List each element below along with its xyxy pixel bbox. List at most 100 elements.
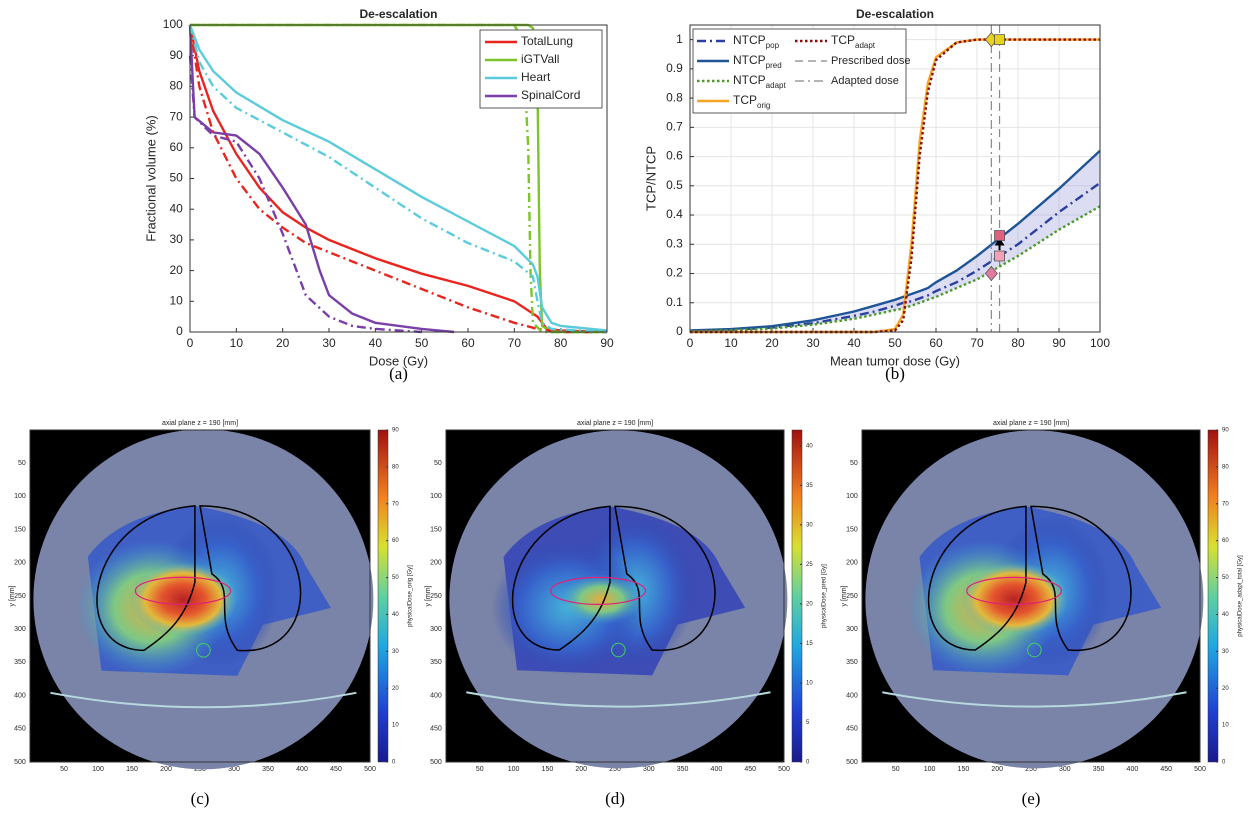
y-tick-label: 100 xyxy=(14,493,26,500)
x-tick-label: 300 xyxy=(643,766,655,773)
y-tick-label: 250 xyxy=(14,593,26,600)
lung-contour xyxy=(511,505,611,651)
y-tick-label: 0.7 xyxy=(666,120,683,134)
colorbar-tick-label: 50 xyxy=(392,575,399,581)
x-tick-label: 70 xyxy=(970,336,984,350)
x-tick-label: 70 xyxy=(508,336,522,350)
colorbar-tick-label: 20 xyxy=(1222,686,1229,692)
y-tick-label: 100 xyxy=(846,493,858,500)
plot-frame xyxy=(29,429,371,763)
x-tick-label: 30 xyxy=(806,336,820,350)
y-tick-label: 100 xyxy=(163,17,183,31)
y-tick-label: 300 xyxy=(14,626,26,633)
marker xyxy=(994,34,1005,46)
y-tick-label: 400 xyxy=(846,692,858,699)
x-tick-label: 300 xyxy=(1059,766,1071,773)
plot-frame xyxy=(445,429,785,763)
target-contour xyxy=(550,576,647,605)
x-axis-label: Dose (Gy) xyxy=(369,353,428,368)
x-tick-label: 250 xyxy=(194,766,206,773)
y-tick-label: 0 xyxy=(176,324,183,338)
legend-label: iGTVall xyxy=(521,52,559,66)
x-tick-label: 350 xyxy=(262,766,274,773)
colorbar-tick-label: 40 xyxy=(392,612,399,618)
ct-image xyxy=(446,430,788,769)
legend-label: NTCP xyxy=(733,53,766,67)
y-tick-label: 40 xyxy=(169,201,183,215)
y-tick-label: 500 xyxy=(430,759,442,766)
legend-label-sub: adapt xyxy=(766,81,787,90)
colorbar-tick-label: 40 xyxy=(1222,612,1229,618)
colorbar-tick-label: 25 xyxy=(806,562,813,568)
y-tick-label: 500 xyxy=(846,759,858,766)
x-tick-label: 80 xyxy=(554,336,568,350)
y-tick-label: 0.6 xyxy=(666,149,683,163)
y-axis-label: y [mm] xyxy=(9,585,16,606)
y-tick-label: 450 xyxy=(430,726,442,733)
y-tick-label: 50 xyxy=(18,460,26,467)
y-tick-label: 30 xyxy=(169,232,183,246)
y-tick-label: 250 xyxy=(430,593,442,600)
colorbar-tick-label: 40 xyxy=(806,443,813,449)
colorbar-tick-label: 0 xyxy=(806,760,810,766)
chart-title: De-escalation xyxy=(359,7,437,21)
y-tick-label: 450 xyxy=(14,726,26,733)
legend-label: Heart xyxy=(521,70,551,84)
series-line xyxy=(188,24,607,334)
legend-label: Adapted dose xyxy=(831,75,899,87)
x-tick-label: 40 xyxy=(369,336,383,350)
caption: (e) xyxy=(1022,789,1041,808)
target-contour xyxy=(134,576,232,606)
x-tick-label: 400 xyxy=(1127,766,1139,773)
colorbar-tick-label: 50 xyxy=(1222,575,1229,581)
y-tick-label: 250 xyxy=(846,593,858,600)
series-line xyxy=(689,181,1101,333)
colorbar-tick-label: 80 xyxy=(1222,464,1229,470)
colorbar-tick-label: 10 xyxy=(806,681,813,687)
y-tick-label: 0.3 xyxy=(666,236,683,250)
x-tick-label: 300 xyxy=(228,766,240,773)
y-tick-label: 1 xyxy=(676,32,683,46)
legend-label-sub: adapt xyxy=(855,41,876,50)
plot-frame xyxy=(689,24,1101,333)
y-tick-label: 0.4 xyxy=(666,207,683,221)
x-tick-label: 90 xyxy=(600,336,614,350)
legend-label: NTCP xyxy=(733,33,766,47)
y-axis-label: TCP/NTCP xyxy=(643,146,658,211)
series-line xyxy=(188,24,608,332)
x-tick-label: 0 xyxy=(187,336,194,350)
colorbar-tick-label: 5 xyxy=(806,720,810,726)
colorbar xyxy=(377,429,389,763)
colorbar-tick-label: 30 xyxy=(392,649,399,655)
x-tick-label: 60 xyxy=(929,336,943,350)
x-tick-label: 50 xyxy=(415,336,429,350)
couch xyxy=(466,691,771,708)
y-tick-label: 0.9 xyxy=(666,61,683,75)
plot-frame xyxy=(861,429,1201,763)
y-axis-label: Fractional volume (%) xyxy=(143,115,158,241)
legend-label: TCP xyxy=(733,93,757,107)
y-tick-label: 0.2 xyxy=(666,266,683,280)
caption: (d) xyxy=(605,789,625,808)
cord-contour xyxy=(1027,642,1042,658)
marker xyxy=(994,230,1005,241)
x-tick-label: 40 xyxy=(847,336,861,350)
caption: (c) xyxy=(191,789,210,808)
ct-image xyxy=(30,429,374,770)
ct-image xyxy=(862,430,1204,769)
y-tick-label: 350 xyxy=(14,659,26,666)
y-tick-label: 50 xyxy=(169,171,183,185)
y-axis-label: y [mm] xyxy=(841,585,848,606)
colorbar-label: physicalDose_orig [Gy] xyxy=(408,565,414,627)
y-tick-label: 150 xyxy=(14,526,26,533)
series-line xyxy=(188,24,455,334)
colorbar-tick-label: 10 xyxy=(1222,723,1229,729)
colorbar-tick-label: 80 xyxy=(392,464,399,470)
x-tick-label: 50 xyxy=(888,336,902,350)
y-tick-label: 300 xyxy=(846,626,858,633)
x-tick-label: 20 xyxy=(765,336,779,350)
x-tick-label: 500 xyxy=(778,766,790,773)
chart-title: axial plane z = 190 [mm] xyxy=(162,420,238,427)
x-tick-label: 100 xyxy=(92,766,104,773)
series-line xyxy=(188,24,608,334)
